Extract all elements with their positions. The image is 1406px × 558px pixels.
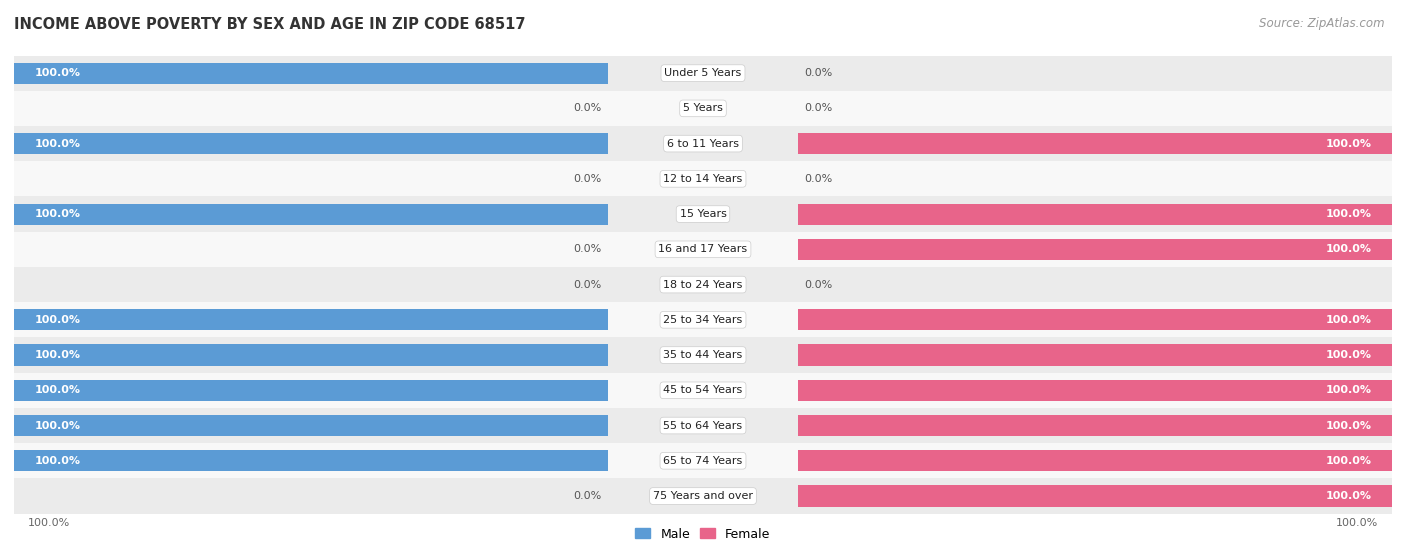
Bar bbox=[797, 380, 1406, 401]
Bar bbox=[14, 478, 1392, 514]
Bar bbox=[14, 232, 1392, 267]
Bar bbox=[797, 344, 1406, 365]
Text: 100.0%: 100.0% bbox=[1326, 456, 1372, 466]
Bar bbox=[14, 267, 1392, 302]
Bar bbox=[14, 196, 1392, 232]
Bar bbox=[797, 204, 1406, 225]
Text: 100.0%: 100.0% bbox=[34, 350, 80, 360]
Bar bbox=[14, 91, 1392, 126]
Text: 100.0%: 100.0% bbox=[34, 209, 80, 219]
Text: 0.0%: 0.0% bbox=[574, 174, 602, 184]
Text: 35 to 44 Years: 35 to 44 Years bbox=[664, 350, 742, 360]
Text: 0.0%: 0.0% bbox=[574, 103, 602, 113]
Bar bbox=[14, 161, 1392, 196]
Text: 0.0%: 0.0% bbox=[804, 103, 832, 113]
Bar bbox=[797, 415, 1406, 436]
Text: 100.0%: 100.0% bbox=[1326, 209, 1372, 219]
Bar bbox=[14, 55, 1392, 91]
Bar bbox=[797, 133, 1406, 154]
Text: 100.0%: 100.0% bbox=[1326, 244, 1372, 254]
Bar bbox=[0, 204, 609, 225]
Text: 6 to 11 Years: 6 to 11 Years bbox=[666, 138, 740, 148]
Text: 100.0%: 100.0% bbox=[34, 138, 80, 148]
Bar bbox=[0, 133, 609, 154]
Text: 0.0%: 0.0% bbox=[574, 491, 602, 501]
Text: 75 Years and over: 75 Years and over bbox=[652, 491, 754, 501]
Bar bbox=[797, 450, 1406, 472]
Text: 100.0%: 100.0% bbox=[34, 68, 80, 78]
Text: 100.0%: 100.0% bbox=[34, 421, 80, 431]
Text: 100.0%: 100.0% bbox=[1326, 315, 1372, 325]
Bar bbox=[797, 309, 1406, 330]
Text: 5 Years: 5 Years bbox=[683, 103, 723, 113]
Bar bbox=[0, 415, 609, 436]
Bar bbox=[797, 485, 1406, 507]
Bar bbox=[0, 344, 609, 365]
Text: 100.0%: 100.0% bbox=[34, 315, 80, 325]
Text: 65 to 74 Years: 65 to 74 Years bbox=[664, 456, 742, 466]
Text: 45 to 54 Years: 45 to 54 Years bbox=[664, 386, 742, 395]
Text: 0.0%: 0.0% bbox=[574, 244, 602, 254]
Bar bbox=[0, 450, 609, 472]
Bar bbox=[14, 443, 1392, 478]
Bar bbox=[14, 302, 1392, 338]
Bar bbox=[0, 309, 609, 330]
Text: 0.0%: 0.0% bbox=[804, 174, 832, 184]
Legend: Male, Female: Male, Female bbox=[630, 522, 776, 546]
Text: 100.0%: 100.0% bbox=[1326, 350, 1372, 360]
Text: Under 5 Years: Under 5 Years bbox=[665, 68, 741, 78]
Bar bbox=[14, 408, 1392, 443]
Text: 100.0%: 100.0% bbox=[1326, 386, 1372, 395]
Bar bbox=[797, 239, 1406, 260]
Text: 100.0%: 100.0% bbox=[28, 518, 70, 528]
Bar bbox=[14, 373, 1392, 408]
Bar bbox=[14, 338, 1392, 373]
Bar bbox=[0, 380, 609, 401]
Text: 100.0%: 100.0% bbox=[34, 386, 80, 395]
Text: Source: ZipAtlas.com: Source: ZipAtlas.com bbox=[1260, 17, 1385, 30]
Text: 100.0%: 100.0% bbox=[1336, 518, 1378, 528]
Text: 100.0%: 100.0% bbox=[1326, 491, 1372, 501]
Text: 18 to 24 Years: 18 to 24 Years bbox=[664, 280, 742, 290]
Bar bbox=[0, 62, 609, 84]
Text: 12 to 14 Years: 12 to 14 Years bbox=[664, 174, 742, 184]
Text: 0.0%: 0.0% bbox=[804, 68, 832, 78]
Text: INCOME ABOVE POVERTY BY SEX AND AGE IN ZIP CODE 68517: INCOME ABOVE POVERTY BY SEX AND AGE IN Z… bbox=[14, 17, 526, 32]
Text: 100.0%: 100.0% bbox=[34, 456, 80, 466]
Text: 25 to 34 Years: 25 to 34 Years bbox=[664, 315, 742, 325]
Text: 0.0%: 0.0% bbox=[574, 280, 602, 290]
Text: 55 to 64 Years: 55 to 64 Years bbox=[664, 421, 742, 431]
Bar bbox=[14, 126, 1392, 161]
Text: 0.0%: 0.0% bbox=[804, 280, 832, 290]
Text: 15 Years: 15 Years bbox=[679, 209, 727, 219]
Text: 100.0%: 100.0% bbox=[1326, 138, 1372, 148]
Text: 100.0%: 100.0% bbox=[1326, 421, 1372, 431]
Text: 16 and 17 Years: 16 and 17 Years bbox=[658, 244, 748, 254]
